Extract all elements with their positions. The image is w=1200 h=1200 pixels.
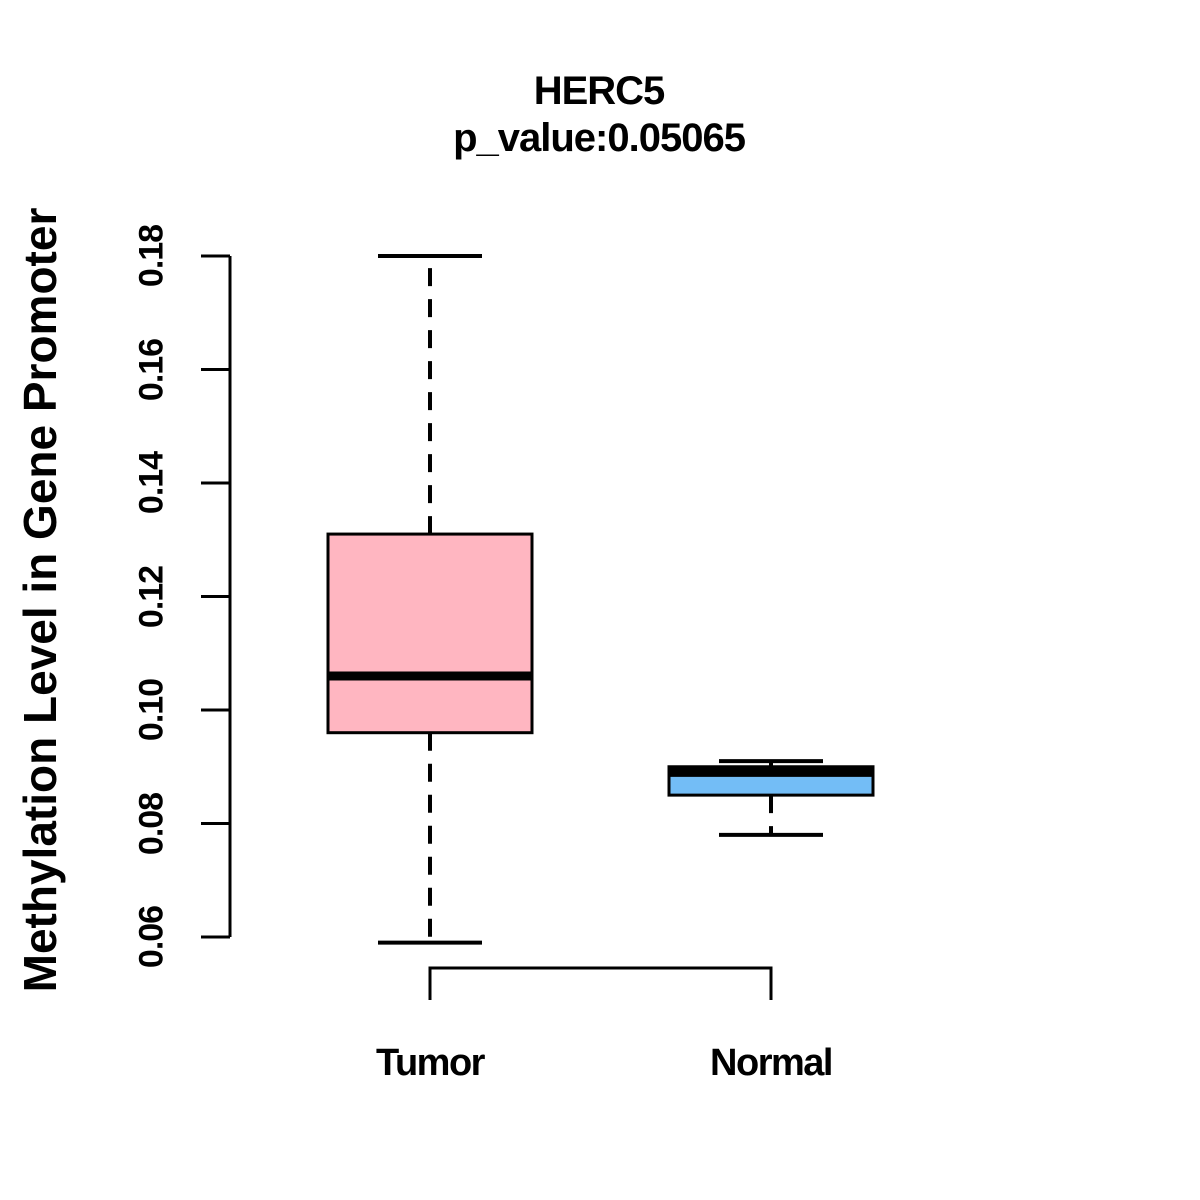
x-label-tumor: Tumor xyxy=(376,1042,485,1084)
iqr-box-tumor xyxy=(326,532,534,735)
x-label-normal: Normal xyxy=(710,1042,833,1084)
y-tick-label: 0.16 xyxy=(132,338,171,401)
chart-title: HERC5 xyxy=(533,69,666,113)
chart-title-block: HERC5 p_value:0.05065 xyxy=(453,68,746,162)
y-tick-label: 0.14 xyxy=(132,451,171,515)
x-axis-bracket xyxy=(428,966,773,1000)
chart-subtitle-pvalue: p_value:0.05065 xyxy=(453,116,746,160)
y-tick-label: 0.06 xyxy=(132,905,171,969)
y-tick-label: 0.18 xyxy=(132,224,171,288)
y-tick-label: 0.10 xyxy=(132,678,171,742)
y-tick-label: 0.12 xyxy=(132,565,171,628)
y-tick-label: 0.08 xyxy=(132,792,171,855)
